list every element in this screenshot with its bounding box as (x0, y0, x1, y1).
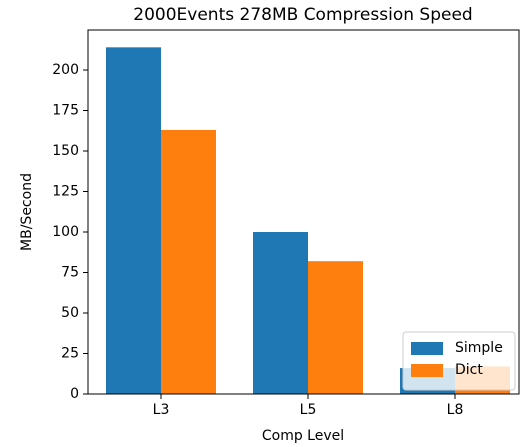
legend: Simple Dict (402, 331, 516, 391)
y-tick-label: 100 (52, 224, 79, 240)
x-axis-label: Comp Level (262, 428, 344, 444)
legend-swatch (411, 342, 443, 355)
x-tick-label: L3 (153, 402, 170, 418)
x-tick-label: L8 (447, 402, 464, 418)
bar (308, 261, 363, 394)
bar (253, 232, 308, 394)
y-tick-label: 25 (61, 346, 79, 362)
y-tick-label: 75 (61, 265, 79, 281)
plot-frame (87, 29, 520, 395)
plot: 0 25 50 75 100 125 150 175 200 L3 L5 L8 (52, 47, 510, 418)
legend-label: Dict (455, 362, 483, 378)
x-tick-label: L5 (300, 402, 317, 418)
y-tick-label: 0 (70, 386, 79, 402)
y-tick-label: 50 (61, 305, 79, 321)
y-tick-label: 175 (52, 103, 79, 119)
legend-label: Simple (455, 340, 503, 356)
y-tick-label: 150 (52, 143, 79, 159)
y-axis-label: MB/Second (19, 173, 35, 251)
bar (161, 129, 216, 395)
y-tick-label: 200 (52, 62, 79, 78)
bar (106, 47, 161, 394)
y-tick-label: 125 (52, 184, 79, 200)
chart-title: 2000Events 278MB Compression Speed (133, 5, 472, 25)
legend-swatch (411, 364, 443, 377)
